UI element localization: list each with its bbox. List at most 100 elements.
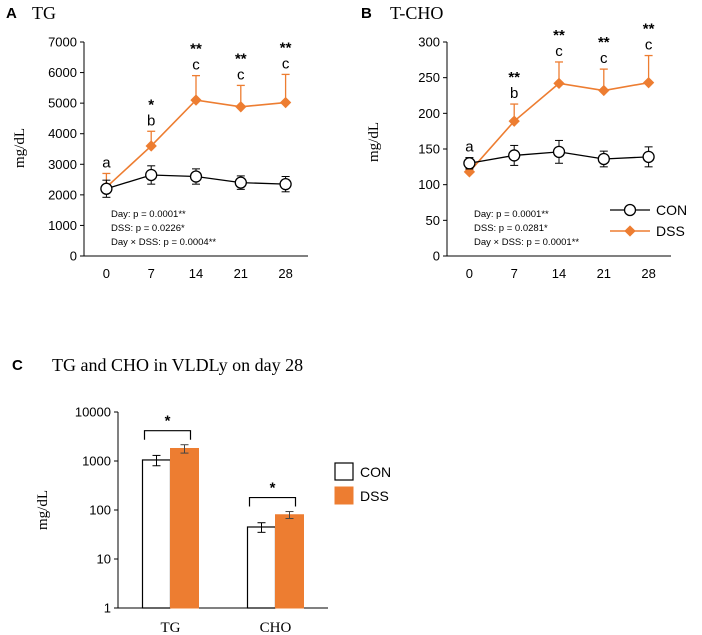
bar-legend: CON DSS — [334, 462, 391, 505]
panel-b-y-tick-label: 200 — [418, 106, 440, 121]
panel-b-group-letter: c — [600, 50, 608, 67]
legend-con-label: CON — [656, 202, 687, 218]
panel-b: B T-CHO mg/dL 0 50 100 150 200 250 300 0 7 14 21 28… — [361, 3, 687, 281]
panel-a-annotations: ab*c**c** c** — [102, 39, 291, 171]
panel-a-y-axis-label: mg/dL — [12, 128, 28, 168]
panel-b-con-point — [508, 149, 521, 162]
panel-b-x-tick-label: 28 — [641, 266, 655, 281]
panel-b-con-point — [597, 152, 610, 166]
panel-c-y-axis-label: mg/dL — [35, 490, 51, 530]
panel-a: A TG mg/dL 0 1000 2000 3000 4000 5000 6000 7000… — [6, 3, 308, 281]
panel-b-y-axis-label: mg/dL — [366, 122, 382, 162]
panel-b-dss-point — [598, 84, 610, 97]
panel-b-title: T-CHO — [390, 3, 443, 23]
panel-b-y-tick-label: 50 — [426, 213, 440, 228]
panel-a-y-tick-label: 5000 — [48, 96, 77, 111]
panel-b-x-tick-label: 21 — [597, 266, 611, 281]
panel-c-ticks: 1 10 100 1000 10000 TG CHO — [75, 405, 292, 635]
panel-a-y-tick-label: 0 — [70, 249, 77, 264]
panel-c-bar-dss-cho — [275, 514, 304, 609]
panel-c-bar-con-cho — [246, 526, 277, 609]
panel-b-con-point — [552, 145, 566, 159]
panel-b-significance-stars: ** — [643, 21, 655, 38]
legend-dss-label: DSS — [656, 223, 685, 239]
panel-a-con-point — [279, 178, 292, 191]
panel-a-con-point — [189, 170, 203, 183]
panel-b-con-point — [642, 150, 655, 163]
panel-c-significance-star: * — [165, 413, 171, 430]
panel-c-y-tick-label: 100 — [89, 503, 111, 518]
panel-c-y-tick-label: 1 — [104, 601, 111, 616]
panel-c-x-tick-label: CHO — [260, 620, 292, 635]
panel-a-y-tick-label: 2000 — [48, 187, 77, 202]
panel-a-group-letter: c — [237, 66, 245, 83]
panel-b-annotations: ab**c**c** c** — [465, 21, 654, 156]
panel-b-label: B — [361, 5, 372, 22]
panel-a-y-tick-label: 3000 — [48, 157, 77, 172]
panel-a-group-letter: a — [102, 154, 111, 171]
panel-a-y-tick-label: 4000 — [48, 126, 77, 141]
panel-b-x-tick-label: 0 — [466, 266, 473, 281]
legend-con-bar-label: CON — [360, 464, 391, 480]
panel-b-dss-point — [642, 77, 655, 89]
panel-b-y-tick-label: 300 — [418, 35, 440, 50]
panel-b-stat-day: Day: p = 0.0001** — [474, 209, 549, 220]
panel-c-x-tick-label: TG — [161, 620, 181, 635]
legend-dss-marker — [624, 225, 636, 237]
panel-a-x-tick-label: 14 — [189, 266, 203, 281]
panel-a-significance-stars: * — [148, 96, 154, 113]
legend-con-marker — [623, 203, 637, 217]
panel-c-y-tick-label: 10000 — [75, 405, 111, 420]
panel-a-significance-stars: ** — [190, 41, 202, 58]
legend-con-swatch — [334, 462, 354, 481]
panel-c-significance-bracket — [248, 496, 297, 507]
panel-a-label: A — [6, 5, 17, 22]
panel-b-ticks: 0 50 100 150 200 250 300 0 7 14 21 28 — [418, 35, 656, 282]
panel-c: C TG and CHO in VLDLy on day 28 mg/dL 1 1… — [12, 355, 391, 635]
panel-a-stat-day: Day: p = 0.0001** — [111, 209, 186, 220]
panel-b-stat-interaction: Day × DSS: p = 0.0001** — [474, 237, 579, 248]
panel-a-group-letter: c — [282, 55, 290, 72]
legend-dss-bar-label: DSS — [360, 488, 389, 504]
panel-a-con-point — [100, 182, 113, 195]
panel-a-significance-stars: ** — [280, 39, 292, 56]
panel-b-significance-stars: ** — [553, 27, 565, 44]
panel-a-ticks: 0 1000 2000 3000 4000 5000 6000 7000 0 7 14 21 28 — [48, 35, 293, 282]
panel-a-significance-stars: ** — [235, 50, 247, 67]
panel-a-stat-dss: DSS: p = 0.0226* — [111, 223, 185, 234]
panel-a-series — [100, 73, 292, 198]
panel-a-y-tick-label: 7000 — [48, 35, 77, 50]
panel-c-label: C — [12, 357, 23, 374]
panel-a-dss-point — [279, 96, 292, 109]
panel-a-stat-interaction: Day × DSS: p = 0.0004** — [111, 237, 216, 248]
panel-b-group-letter: c — [645, 37, 653, 54]
panel-c-title: TG and CHO in VLDLy on day 28 — [52, 355, 303, 375]
panel-c-bar-dss-tg — [170, 447, 199, 609]
panel-a-x-tick-label: 28 — [278, 266, 292, 281]
panel-a-dss-point — [235, 101, 247, 113]
panel-c-significance-star: * — [270, 480, 276, 497]
line-legend: CON DSS — [610, 202, 687, 239]
panel-a-y-tick-label: 1000 — [48, 218, 77, 233]
panel-b-significance-stars: ** — [598, 34, 610, 51]
panel-c-y-tick-label: 10 — [97, 552, 111, 567]
panel-b-con-point — [463, 157, 476, 170]
panel-a-x-tick-label: 0 — [103, 266, 110, 281]
panel-a-title: TG — [32, 3, 56, 23]
panel-b-significance-stars: ** — [508, 69, 520, 86]
panel-b-x-tick-label: 7 — [511, 266, 518, 281]
panel-c-bar-con-tg — [141, 459, 172, 609]
panel-b-group-letter: c — [555, 43, 563, 60]
panel-b-x-tick-label: 14 — [552, 266, 566, 281]
panel-a-x-tick-label: 21 — [234, 266, 248, 281]
panel-a-con-point — [234, 176, 247, 189]
panel-b-group-letter: b — [510, 85, 518, 102]
legend-dss-swatch — [334, 486, 354, 505]
panel-b-y-tick-label: 0 — [433, 249, 440, 264]
panel-a-group-letter: b — [147, 112, 155, 129]
panel-a-y-tick-label: 6000 — [48, 65, 77, 80]
panel-b-y-tick-label: 150 — [418, 142, 440, 157]
panel-c-annotations: ** — [143, 413, 297, 507]
panel-c-bars — [141, 444, 304, 609]
